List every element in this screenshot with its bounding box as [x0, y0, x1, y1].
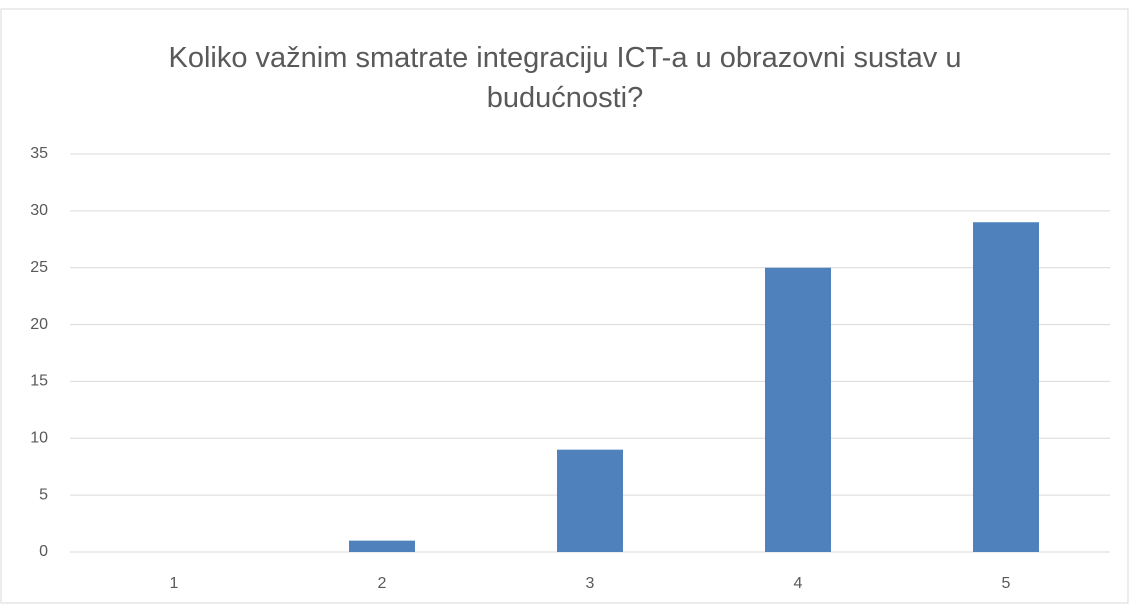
y-tick-label: 10 [30, 430, 48, 447]
x-tick-label: 4 [794, 575, 803, 592]
x-tick-label: 3 [586, 575, 595, 592]
y-tick-label: 5 [39, 486, 48, 503]
x-tick-label: 1 [170, 575, 179, 592]
chart-border [0, 8, 1129, 604]
y-tick-label: 20 [30, 316, 48, 333]
bar [973, 222, 1039, 552]
y-tick-label: 30 [30, 202, 48, 219]
y-tick-label: 15 [30, 373, 48, 390]
bar [765, 267, 831, 552]
y-tick-label: 25 [30, 259, 48, 276]
y-tick-label: 0 [39, 543, 48, 560]
bar [349, 540, 415, 552]
chart-title: Koliko važnim smatrate integraciju ICT-a… [168, 42, 962, 114]
x-tick-label: 2 [378, 575, 387, 592]
bar [557, 449, 623, 552]
y-tick-label: 35 [30, 145, 48, 162]
x-tick-label: 5 [1002, 575, 1011, 592]
